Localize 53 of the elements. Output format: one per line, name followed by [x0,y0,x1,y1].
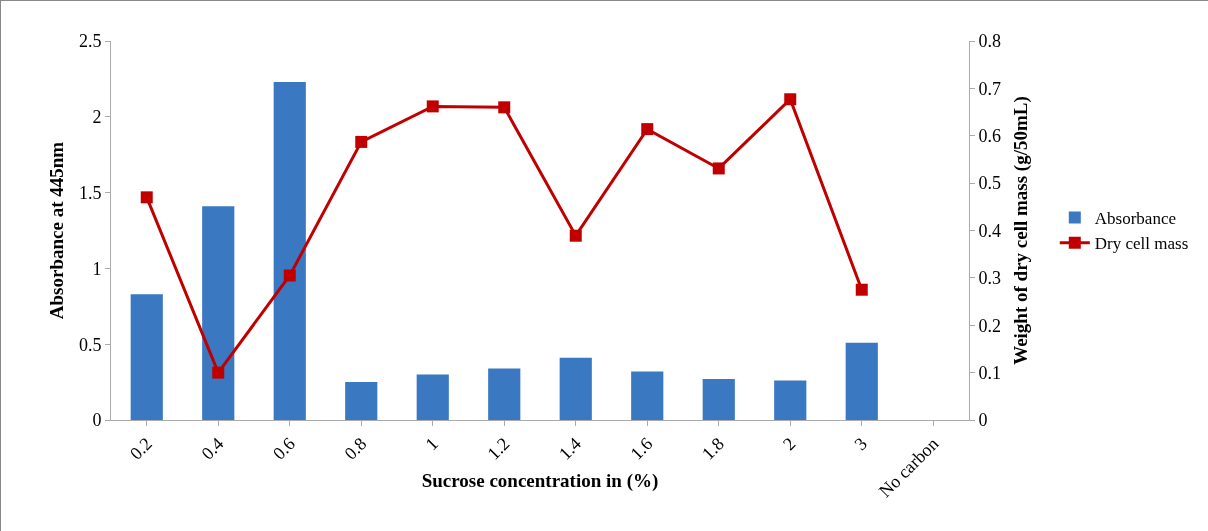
x-tick-label: 3 [850,433,871,455]
point [426,100,439,113]
point [712,162,725,175]
point [641,123,654,136]
y2-tick-label: 0.8 [978,31,1002,52]
y2-tick-label: 0.1 [978,362,1002,383]
bar [416,374,449,420]
y-tick-label: 0.5 [78,334,102,355]
bar [130,294,163,420]
bar [559,357,592,420]
point [569,229,582,242]
x-tick-label: 1.8 [697,433,728,464]
bar [202,206,235,420]
bar [273,81,306,420]
y-tick-label: 0 [92,410,102,431]
point [784,93,797,106]
bar [845,342,878,420]
point [140,191,153,204]
bar [488,368,521,420]
point [283,269,296,282]
bar [345,382,378,420]
x-tick-label: 0.6 [268,433,299,464]
legend-label: Absorbance [1094,209,1176,229]
y-tick-label: 2 [92,107,102,128]
y2-tick-label: 0.6 [978,126,1002,147]
y2-tick-label: 0.2 [978,315,1002,336]
point [212,366,225,379]
x-tick-label: 1.6 [626,433,657,464]
legend-label: Dry cell mass [1094,234,1189,254]
x-tick-label: 2 [778,433,800,455]
y2-tick-label: 0.4 [978,220,1002,241]
bar [774,380,807,420]
x-tick-label: 1 [421,433,442,455]
x-tick-label: 1.4 [554,433,585,464]
y2-axis-title: Weight of dry cell mass (g/50mL) [1009,96,1032,365]
y-tick-label: 2.5 [78,31,102,52]
bar [631,371,664,420]
point [355,135,368,148]
y-tick-label: 1 [92,258,102,279]
point [498,101,511,114]
x-tick-label: 0.4 [197,433,228,464]
point [855,283,868,296]
x-tick-label: 0.2 [125,433,156,464]
x-tick-label: 1.2 [483,433,514,464]
y2-tick-label: 0.5 [978,173,1002,194]
bar [702,379,735,420]
y-axis-title: Absorbance at 445nm [46,141,67,320]
y2-tick-label: 0.7 [978,78,1002,99]
x-tick-label: 0.8 [340,433,371,464]
x-axis-title: Sucrose concentration in (%) [421,470,659,492]
y2-tick-label: 0.3 [978,268,1002,289]
y-tick-label: 1.5 [78,182,102,203]
y2-tick-label: 0 [978,410,988,431]
